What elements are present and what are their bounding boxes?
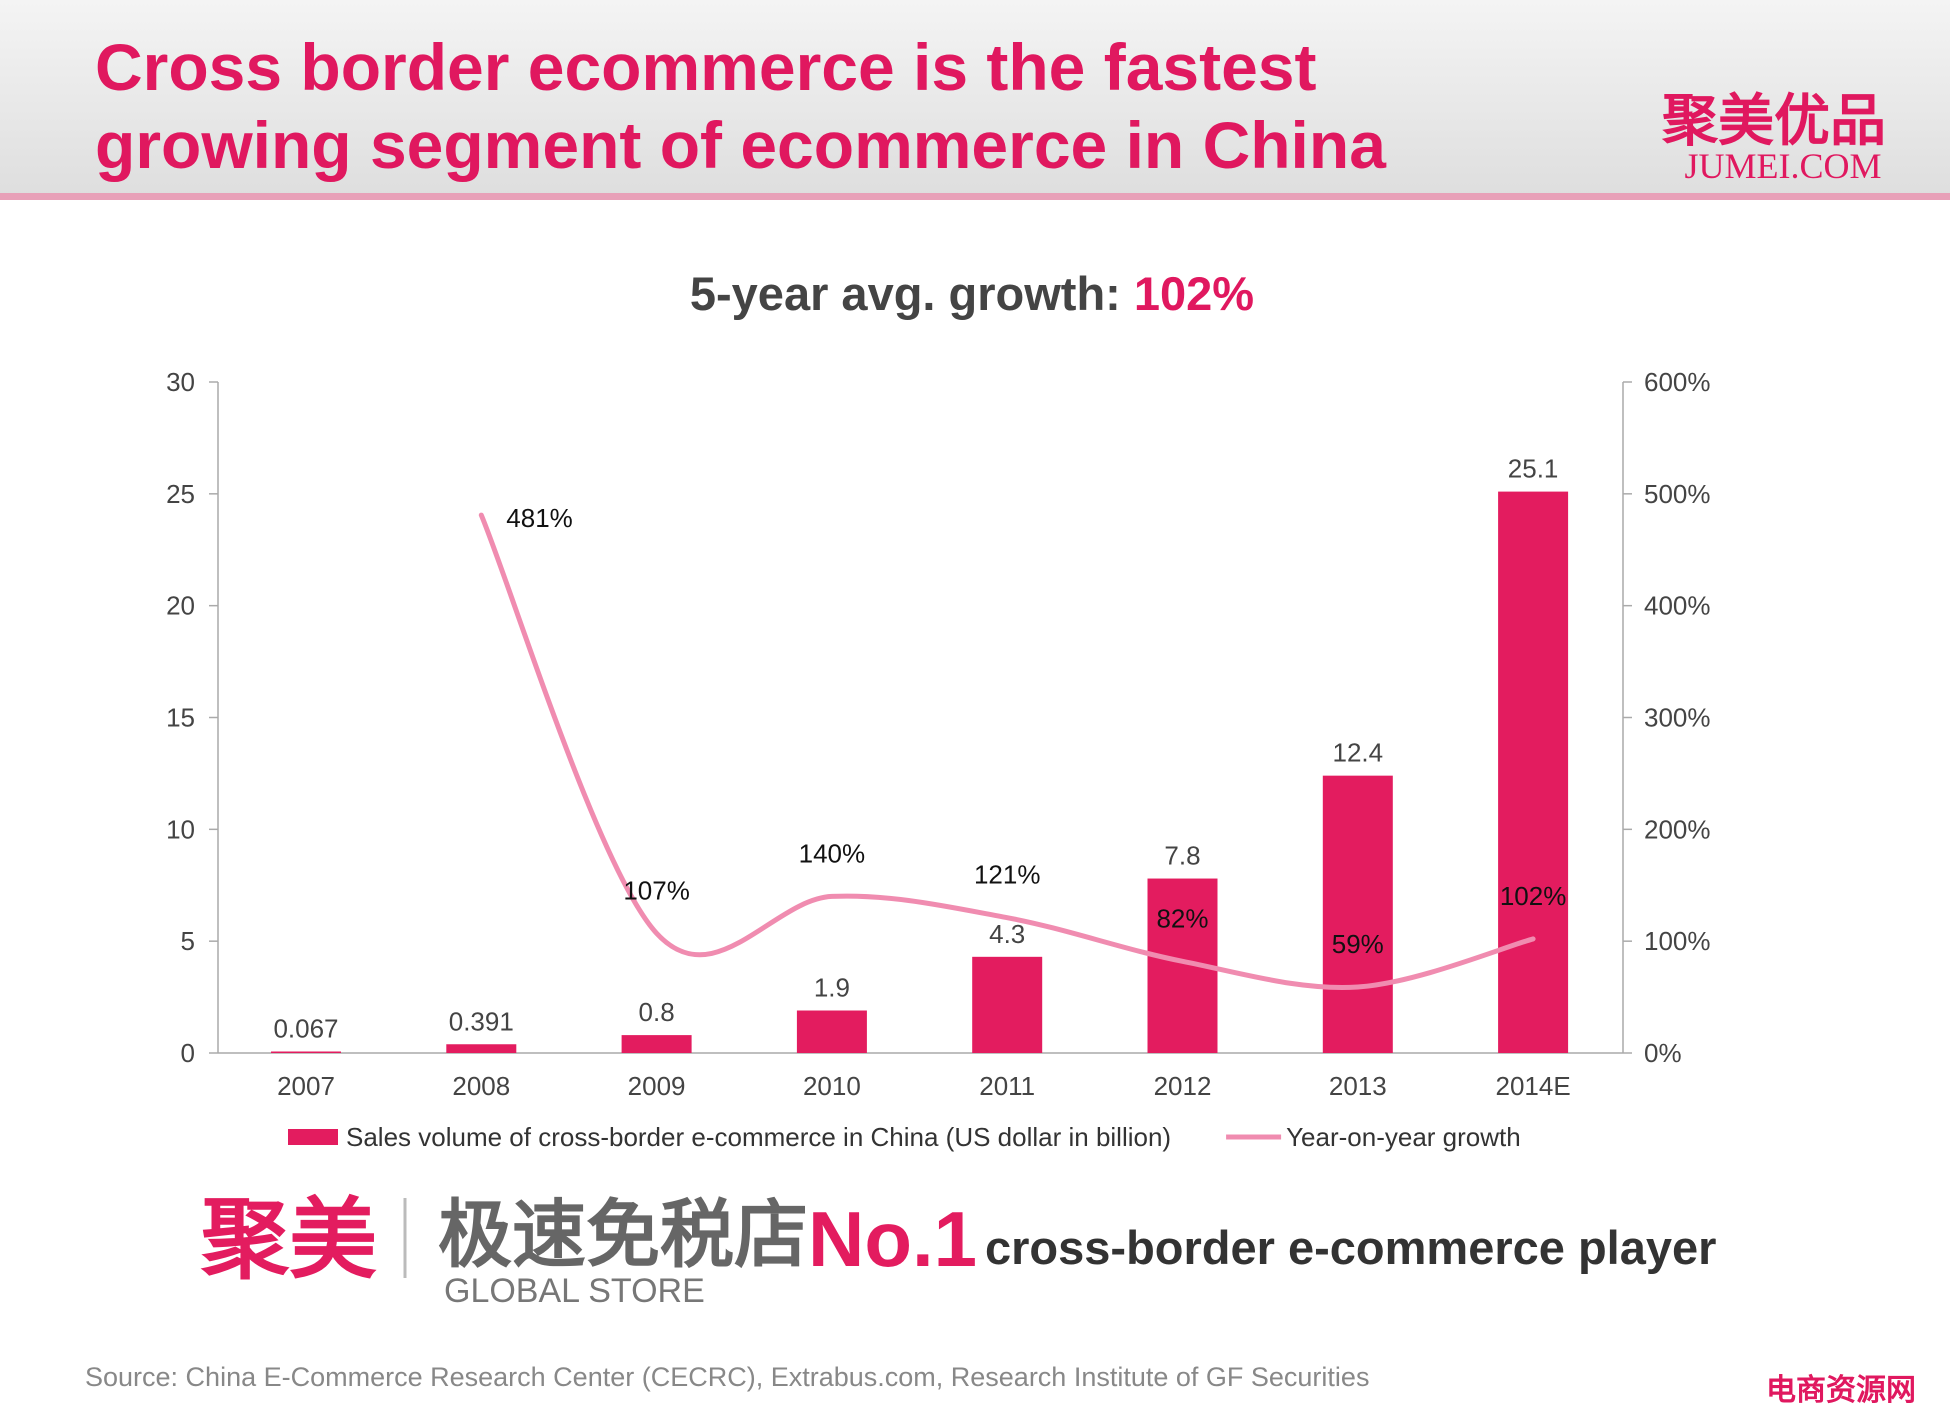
y-tick-label: 15 <box>166 703 195 733</box>
banner-rank: No.1 <box>808 1195 977 1283</box>
bar-value-label: 12.4 <box>1332 738 1383 768</box>
subtitle-text: 5-year avg. growth: <box>690 267 1121 320</box>
title-line: Cross border ecommerce is the fastest <box>95 30 1317 104</box>
y2-tick-label: 400% <box>1644 591 1711 621</box>
legend-label: Year-on-year growth <box>1286 1122 1521 1152</box>
x-tick-label: 2012 <box>1154 1071 1212 1101</box>
legend-label: Sales volume of cross-border e-commerce … <box>346 1122 1171 1152</box>
y2-tick-label: 600% <box>1644 367 1711 397</box>
bar-value-label: 4.3 <box>989 919 1025 949</box>
y-tick-label: 0 <box>181 1038 195 1068</box>
y-tick-label: 10 <box>166 814 195 844</box>
x-tick-label: 2008 <box>452 1071 510 1101</box>
line-value-label: 140% <box>799 838 866 868</box>
y2-tick-label: 200% <box>1644 814 1711 844</box>
line-value-label: 121% <box>974 860 1041 890</box>
bar <box>972 956 1043 1053</box>
y2-tick-label: 300% <box>1644 703 1711 733</box>
banner-store-en: GLOBAL STORE <box>444 1272 705 1310</box>
x-tick-label: 2011 <box>979 1071 1035 1101</box>
y2-tick-label: 500% <box>1644 479 1711 509</box>
watermark: 电商资源网 <box>1766 1374 1916 1407</box>
line-value-label: 102% <box>1500 881 1567 911</box>
banner-brand: 聚美 <box>200 1190 377 1289</box>
x-tick-label: 2014E <box>1496 1071 1571 1101</box>
bar-value-label: 1.9 <box>814 973 850 1003</box>
line-value-label: 59% <box>1332 929 1384 959</box>
y-tick-label: 30 <box>166 367 195 397</box>
legend-swatch <box>288 1129 338 1145</box>
source: Source: China E-Commerce Research Center… <box>85 1362 1369 1392</box>
logo-sub: JUMEI.COM <box>1684 146 1881 186</box>
bar <box>446 1044 517 1053</box>
x-tick-label: 2013 <box>1329 1071 1387 1101</box>
bar-value-label: 25.1 <box>1508 454 1559 484</box>
x-tick-label: 2010 <box>803 1071 861 1101</box>
bar-value-label: 0.067 <box>273 1014 338 1044</box>
x-tick-label: 2009 <box>628 1071 686 1101</box>
header-background <box>0 0 1950 197</box>
bar <box>1322 775 1393 1053</box>
y-tick-label: 20 <box>166 591 195 621</box>
y-tick-label: 25 <box>166 479 195 509</box>
bar-value-label: 0.391 <box>449 1006 514 1036</box>
subtitle: 5-year avg. growth: 102% <box>690 267 1254 320</box>
y-tick-label: 5 <box>181 926 195 956</box>
bar <box>796 1010 867 1053</box>
line-value-label: 481% <box>506 503 573 533</box>
bar-value-label: 0.8 <box>639 997 675 1027</box>
line-value-label: 82% <box>1156 903 1208 933</box>
bar <box>271 1051 341 1054</box>
header-rule <box>0 193 1950 200</box>
title-line: growing segment of ecommerce in China <box>95 108 1387 182</box>
x-tick-label: 2007 <box>277 1071 335 1101</box>
banner-store: 极速免税店 <box>438 1193 808 1276</box>
bar <box>1498 491 1569 1053</box>
bar <box>621 1035 692 1053</box>
growth-line <box>478 512 1536 990</box>
subtitle-highlight: 102% <box>1134 267 1254 320</box>
logo: 聚美优品 <box>1661 89 1886 152</box>
y2-tick-label: 0% <box>1644 1038 1682 1068</box>
chart: 0510152025300%100%200%300%400%500%600%20… <box>166 367 1710 1152</box>
line-value-label: 107% <box>623 875 690 905</box>
bar-value-label: 7.8 <box>1164 841 1200 871</box>
banner-tagline: cross-border e-commerce player <box>985 1221 1716 1274</box>
y2-tick-label: 100% <box>1644 926 1711 956</box>
